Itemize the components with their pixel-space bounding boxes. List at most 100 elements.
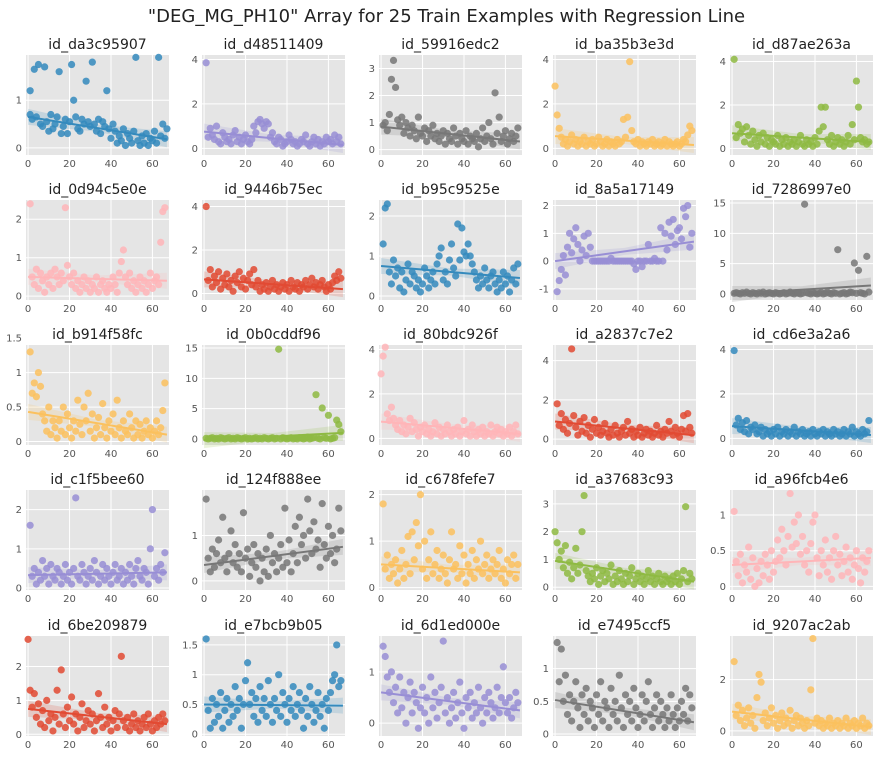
data-point — [379, 352, 387, 360]
data-point — [70, 269, 78, 277]
x-tick-label: 60 — [146, 740, 159, 751]
data-point — [214, 268, 223, 276]
y-tick-label: 2 — [543, 527, 549, 538]
data-point — [763, 722, 771, 730]
subplot-title: id_a2837c7e2 — [575, 327, 673, 343]
data-point — [398, 113, 406, 121]
data-point — [90, 727, 98, 735]
data-point — [852, 77, 861, 85]
data-point — [225, 550, 233, 558]
data-point — [302, 131, 310, 139]
data-point — [650, 580, 659, 589]
regression-line — [380, 265, 521, 279]
data-point — [433, 260, 441, 268]
data-point — [769, 568, 778, 576]
data-point — [751, 724, 759, 732]
x-tick-label: 0 — [378, 740, 384, 751]
data-point — [474, 143, 483, 151]
subplot: 0 20 40 60 0 1 2 id_c678fefe7 — [369, 472, 522, 605]
data-point — [26, 200, 34, 208]
data-point — [78, 560, 86, 569]
data-point — [669, 710, 677, 719]
data-point — [279, 563, 287, 571]
x-tick-label: 0 — [729, 159, 735, 170]
data-point — [53, 113, 61, 121]
data-point — [312, 706, 320, 715]
data-point — [229, 712, 237, 720]
data-point — [736, 717, 744, 725]
y-tick-label: 10 — [185, 374, 198, 385]
data-point — [501, 579, 510, 587]
data-point — [51, 424, 59, 432]
data-point — [594, 710, 603, 719]
data-point — [115, 269, 123, 277]
data-point — [553, 638, 561, 647]
regression-line — [381, 563, 520, 574]
data-point — [287, 568, 295, 576]
x-tick-label: 40 — [632, 304, 645, 315]
data-point — [78, 700, 86, 708]
data-point — [260, 568, 268, 576]
data-point — [45, 403, 53, 411]
subplot-title: id_a37683c93 — [575, 472, 673, 488]
data-point — [661, 229, 669, 237]
data-point — [94, 288, 103, 296]
data-point — [67, 434, 76, 442]
subplot: 0 20 40 60 0 1 2 id_6be209879 — [16, 618, 169, 751]
data-point — [233, 706, 241, 715]
data-point — [613, 717, 621, 725]
x-tick-label: 60 — [322, 304, 335, 315]
x-tick-label: 20 — [63, 740, 76, 751]
data-point — [624, 113, 632, 121]
x-tick-label: 0 — [25, 159, 31, 170]
data-point — [462, 127, 470, 135]
regression-line — [27, 115, 168, 141]
data-point — [76, 420, 84, 428]
x-tick-label: 40 — [281, 159, 294, 170]
subplot-title: id_d87ae263a — [752, 37, 851, 53]
data-point — [268, 129, 277, 137]
data-point — [433, 546, 441, 555]
data-point — [501, 280, 510, 288]
data-point — [379, 642, 387, 650]
data-point — [76, 576, 84, 584]
data-point — [821, 536, 829, 544]
data-point — [248, 135, 256, 144]
data-point — [314, 688, 322, 697]
data-point — [304, 495, 312, 503]
subplot: 0 20 40 60 0 2 4 id_d48511409 — [192, 37, 345, 170]
x-tick-label: 20 — [239, 304, 252, 315]
x-tick-label: 60 — [322, 449, 335, 460]
data-point — [682, 503, 690, 511]
data-point — [418, 280, 427, 288]
data-point — [801, 561, 809, 569]
data-point — [394, 579, 402, 587]
data-point — [450, 264, 458, 272]
x-tick-label: 0 — [378, 304, 384, 315]
data-point — [615, 671, 623, 679]
x-tick-label: 60 — [673, 304, 686, 315]
data-point — [605, 575, 613, 583]
data-point — [283, 559, 291, 567]
data-point — [468, 546, 476, 555]
data-point — [163, 125, 171, 133]
data-point — [834, 561, 842, 569]
data-point — [387, 403, 396, 411]
data-point — [485, 688, 493, 697]
data-point — [235, 694, 243, 703]
data-point — [41, 63, 49, 71]
data-point — [512, 574, 520, 582]
data-point — [632, 704, 640, 712]
data-point — [493, 129, 501, 137]
data-point — [607, 684, 615, 692]
data-point — [648, 723, 657, 732]
x-tick-label: 40 — [105, 159, 118, 170]
data-point — [503, 556, 512, 564]
data-point — [223, 694, 231, 703]
data-point — [468, 714, 476, 722]
data-point — [117, 137, 125, 145]
data-point — [512, 421, 520, 429]
data-point — [324, 411, 333, 419]
data-point — [67, 60, 76, 69]
data-point — [609, 710, 617, 719]
